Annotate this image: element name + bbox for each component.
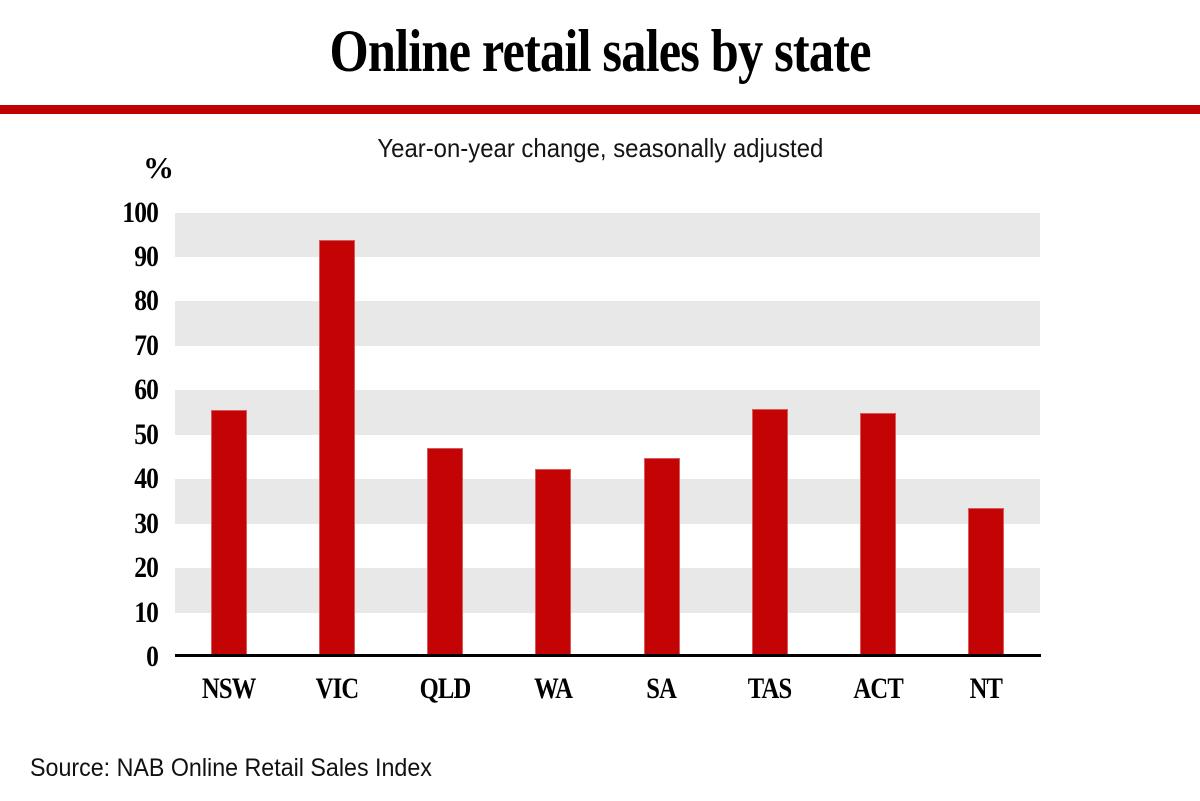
source-note: Source: NAB Online Retail Sales Index [30,754,462,783]
y-tick-label: 50 [40,417,159,451]
bar-qld [427,448,464,657]
y-tick-label-text: 10 [134,595,159,629]
x-tick-label-tas: TAS [715,673,825,705]
y-tick-label-text: 40 [134,462,159,496]
x-tick-label-nt: NT [931,673,1041,705]
y-tick-label-text: 0 [146,640,159,673]
y-tick-label-text: 60 [134,373,159,407]
x-tick-label-text: SA [646,672,678,705]
y-tick-label: 10 [40,595,159,629]
y-tick-label-text: 80 [134,284,159,318]
y-tick-label-text: 90 [134,239,159,273]
bar-wa [535,468,572,657]
chart-subtitle: Year-on-year change, seasonally adjusted [0,133,1200,164]
x-tick-label-vic: VIC [282,673,392,705]
y-tick-label-text: 30 [134,506,159,540]
grid-band [175,479,1040,524]
y-tick-label: 20 [40,551,159,585]
x-tick-label-act: ACT [823,673,933,705]
x-tick-label-sa: SA [607,673,717,705]
y-axis-unit-label: % [143,150,174,185]
chart-subtitle-text: Year-on-year change, seasonally adjusted [377,133,823,163]
x-tick-label-qld: QLD [390,673,500,705]
page-title: Online retail sales by state [0,20,1200,83]
y-tick-label-text: 100 [122,195,159,229]
bar-nsw [211,409,248,657]
x-axis-baseline [175,654,1041,657]
x-tick-label-nsw: NSW [174,673,284,705]
y-tick-label: 70 [40,328,159,362]
source-note-text: Source: NAB Online Retail Sales Index [30,754,432,782]
y-tick-label: 80 [40,284,159,318]
bar-tas [751,409,788,657]
accent-rule [0,105,1200,114]
bar-vic [319,240,356,657]
bar-sa [643,457,680,657]
x-tick-label-wa: WA [498,673,608,705]
x-tick-label-text: TAS [747,672,792,705]
bar-nt [967,508,1004,657]
y-tick-label-text: 50 [134,417,159,451]
y-tick-label: 30 [40,506,159,540]
y-tick-label: 100 [40,195,159,229]
y-tick-label-text: 70 [134,328,159,362]
grid-band [175,390,1040,435]
x-tick-label-text: WA [534,672,573,705]
page-title-text: Online retail sales by state [329,18,871,84]
x-tick-label-text: QLD [419,672,472,705]
x-tick-label-text: VIC [315,672,359,705]
grid-band [175,568,1040,613]
y-tick-label-text: 20 [134,551,159,585]
bar-act [859,412,896,657]
y-tick-label: 90 [40,239,159,273]
grid-band [175,212,1040,257]
y-tick-label: 60 [40,373,159,407]
x-tick-label-text: NT [969,672,1003,705]
y-tick-label: 0 [40,640,159,673]
grid-band [175,301,1040,346]
x-tick-label-text: ACT [853,672,903,705]
x-tick-label-text: NSW [202,672,256,705]
y-tick-label: 40 [40,462,159,496]
